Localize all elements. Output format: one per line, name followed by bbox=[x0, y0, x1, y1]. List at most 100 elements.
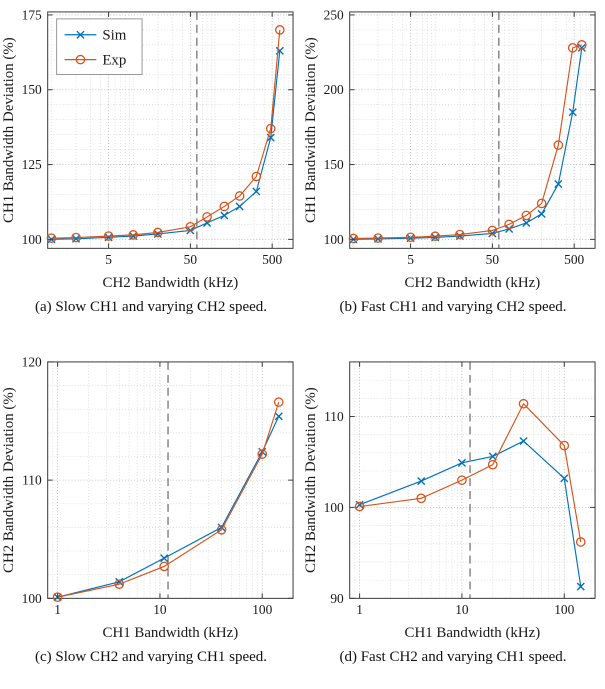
marker-circle bbox=[153, 227, 163, 238]
marker-circle bbox=[71, 232, 81, 243]
marker-circle bbox=[576, 40, 587, 50]
series-exp bbox=[354, 398, 586, 547]
marker-x bbox=[258, 447, 267, 456]
marker-x bbox=[519, 436, 528, 446]
x-tick-label: 5 bbox=[407, 252, 414, 267]
x-tick-label: 500 bbox=[564, 252, 584, 267]
y-axis-label: CH2 Bandwidth Deviation (%) bbox=[303, 387, 319, 573]
y-tick-label: 100 bbox=[22, 232, 42, 247]
series-sim bbox=[355, 436, 585, 591]
x-tick-label: 5 bbox=[105, 252, 112, 267]
marker-x bbox=[220, 211, 229, 220]
marker-circle bbox=[52, 592, 63, 602]
y-axis-label: CH2 Bandwidth Deviation (%) bbox=[1, 387, 17, 573]
marker-circle bbox=[234, 191, 245, 201]
axis-ticks bbox=[47, 361, 294, 599]
legend: Sim Exp bbox=[56, 18, 143, 75]
axis-ticks bbox=[349, 361, 596, 599]
marker-circle bbox=[265, 123, 276, 134]
figure-grid: 5 50 500 100 125 150 175 CH2 Bandwidth (kHz) CH1… bbox=[0, 4, 604, 666]
marker-circle bbox=[354, 501, 365, 512]
marker-circle bbox=[504, 219, 514, 230]
caption-a: (a) Slow CH1 and varying CH2 speed. bbox=[34, 299, 268, 315]
x-tick-label: 500 bbox=[262, 252, 282, 267]
marker-circle bbox=[575, 537, 586, 547]
axis-ticks bbox=[349, 11, 596, 249]
subplot-c: 1 10 100 100 110 120 CH1 Bandwidth (kHz) CH2 Ba… bbox=[0, 354, 302, 666]
marker-circle bbox=[487, 459, 498, 470]
caption-c: (c) Slow CH2 and varying CH1 speed. bbox=[34, 649, 268, 665]
axis-ticks bbox=[47, 11, 294, 249]
marker-circle bbox=[159, 561, 169, 572]
y-tick-label: 120 bbox=[22, 354, 42, 369]
x-tick-label: 1 bbox=[356, 602, 363, 617]
marker-circle bbox=[553, 140, 564, 150]
grid-major bbox=[349, 361, 596, 599]
marker-circle bbox=[128, 230, 139, 240]
x-tick-label: 1 bbox=[54, 602, 61, 617]
marker-circle bbox=[457, 475, 467, 485]
marker-circle bbox=[416, 493, 427, 504]
y-axis-label: CH1 Bandwidth Deviation (%) bbox=[303, 37, 319, 223]
caption-b: (b) Fast CH1 and varying CH2 speed. bbox=[339, 299, 567, 315]
marker-circle bbox=[202, 212, 212, 222]
marker-x bbox=[560, 474, 569, 483]
x-tick-label: 10 bbox=[455, 602, 469, 617]
marker-circle bbox=[274, 25, 285, 35]
x-tick-label: 100 bbox=[554, 602, 574, 617]
grid-minor bbox=[349, 11, 596, 249]
marker-circle bbox=[216, 524, 227, 535]
tick-labels: 5 50 500 100 150 200 250 bbox=[324, 7, 585, 267]
marker-circle bbox=[455, 229, 465, 240]
x-tick-label: 50 bbox=[486, 252, 500, 267]
subplot-b: 5 50 500 100 150 200 250 CH2 Bandwidth (kHz) CH1… bbox=[302, 4, 604, 316]
y-tick-label: 250 bbox=[324, 7, 344, 22]
y-tick-label: 90 bbox=[330, 591, 344, 606]
marker-circle bbox=[251, 171, 262, 182]
chart-b: 5 50 500 100 150 200 250 CH2 Bandwidth (kHz) CH1… bbox=[303, 7, 596, 291]
marker-circle bbox=[46, 233, 57, 243]
marker-circle bbox=[518, 398, 529, 409]
marker-circle bbox=[536, 198, 547, 209]
y-tick-label: 110 bbox=[324, 409, 344, 424]
y-tick-label: 150 bbox=[324, 157, 344, 172]
marker-x bbox=[457, 458, 466, 467]
marker-x bbox=[417, 476, 426, 486]
marker-x bbox=[274, 412, 283, 421]
plot-box bbox=[349, 361, 596, 599]
marker-x bbox=[160, 554, 169, 563]
y-tick-label: 125 bbox=[22, 157, 42, 172]
x-axis-label: CH1 Bandwidth (kHz) bbox=[103, 625, 239, 641]
marker-circle bbox=[487, 225, 498, 236]
series-exp bbox=[52, 397, 284, 602]
marker-circle bbox=[559, 440, 570, 451]
x-axis-label: CH2 Bandwidth (kHz) bbox=[103, 275, 239, 291]
subplot-d: 1 10 100 90 100 110 CH1 Bandwidth (kHz) CH2 Ban… bbox=[302, 354, 604, 666]
marker-circle bbox=[348, 233, 359, 244]
y-tick-label: 100 bbox=[324, 232, 344, 247]
marker-circle bbox=[430, 231, 441, 242]
legend-label-sim: Sim bbox=[102, 28, 126, 44]
y-tick-label: 175 bbox=[22, 7, 42, 22]
marker-circle bbox=[273, 397, 284, 407]
marker-x bbox=[537, 209, 546, 218]
plot-box bbox=[47, 11, 294, 249]
marker-circle bbox=[373, 233, 383, 243]
marker-circle bbox=[567, 43, 578, 53]
plot-box bbox=[349, 11, 596, 249]
y-tick-label: 100 bbox=[324, 500, 344, 515]
series-exp bbox=[348, 40, 587, 244]
marker-circle bbox=[257, 449, 268, 459]
y-tick-label: 150 bbox=[22, 82, 42, 97]
marker-circle bbox=[185, 221, 196, 232]
grid-major bbox=[349, 11, 596, 249]
marker-circle bbox=[405, 232, 416, 243]
x-tick-label: 50 bbox=[184, 252, 198, 267]
grid-minor bbox=[349, 361, 596, 599]
marker-x bbox=[568, 108, 577, 117]
series-exp bbox=[46, 25, 285, 243]
y-tick-label: 110 bbox=[22, 473, 42, 488]
